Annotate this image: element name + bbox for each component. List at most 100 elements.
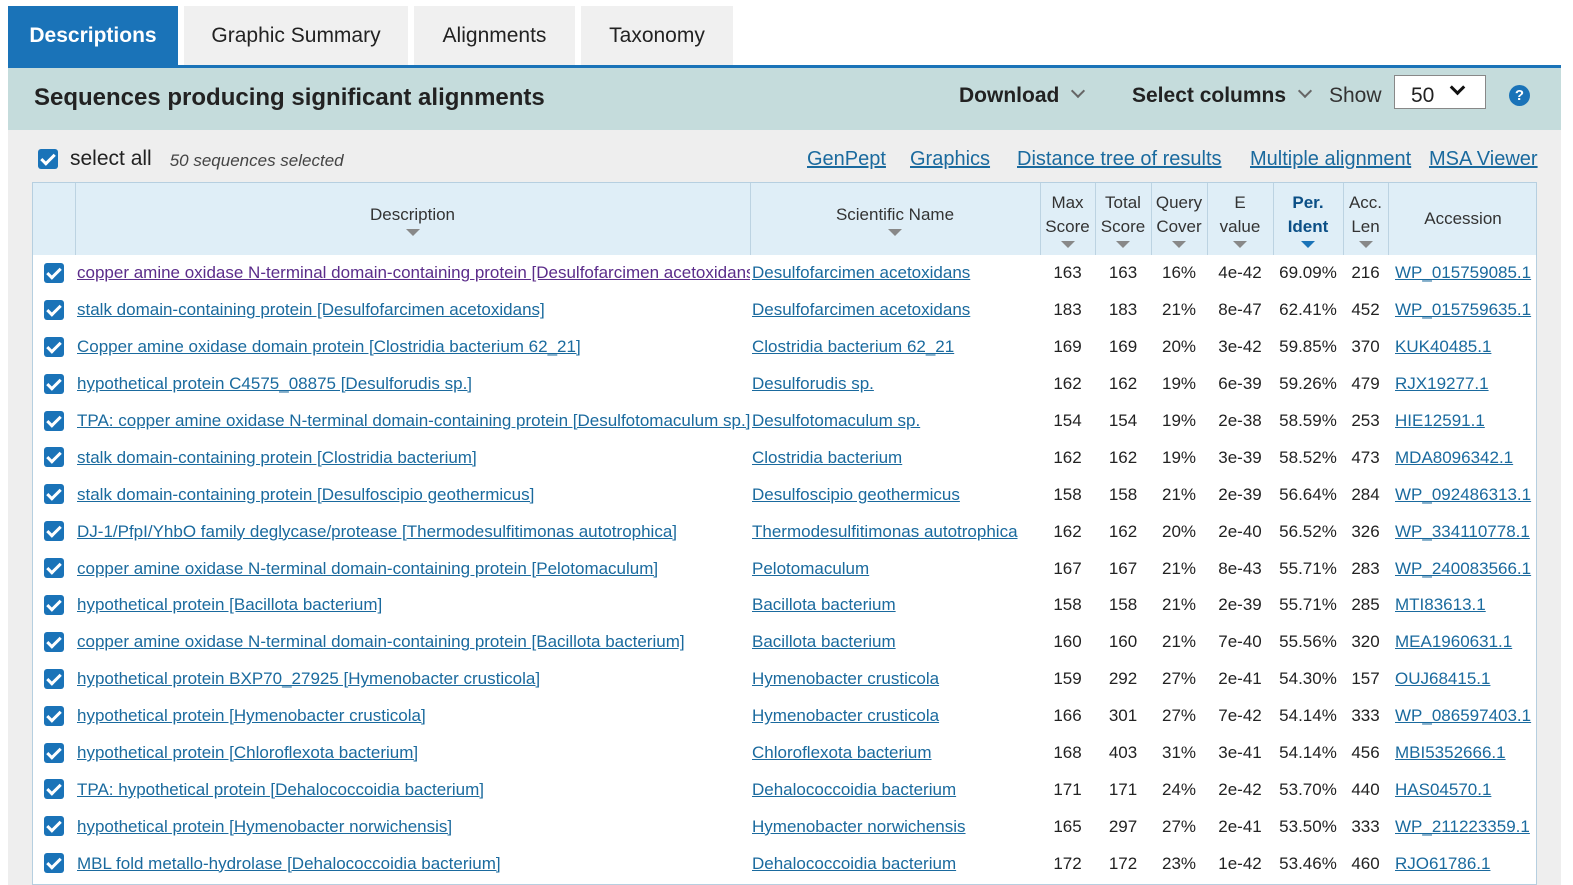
header-max-score[interactable]: Max Score <box>1040 183 1096 255</box>
help-icon[interactable]: ? <box>1509 85 1530 106</box>
row-checkbox[interactable] <box>44 262 64 283</box>
description-link[interactable]: TPA: copper amine oxidase N-terminal dom… <box>77 411 750 430</box>
scientific-name-link[interactable]: Hymenobacter crusticola <box>752 669 940 689</box>
description-link[interactable]: copper amine oxidase N-terminal domain-c… <box>77 263 750 283</box>
scientific-name-link[interactable]: Bacillota bacterium <box>752 595 896 615</box>
accession-link[interactable]: RJO61786.1 <box>1395 853 1491 873</box>
header-acc-len[interactable]: Acc. Len <box>1343 183 1389 255</box>
description-link[interactable]: stalk domain-containing protein [Desulfo… <box>77 300 545 320</box>
accession-link[interactable]: MBI5352666.1 <box>1395 743 1506 763</box>
accession-link[interactable]: OUJ68415.1 <box>1395 669 1491 689</box>
description-link[interactable]: copper amine oxidase N-terminal domain-c… <box>77 632 685 652</box>
row-checkbox[interactable] <box>44 816 64 837</box>
scientific-name-link[interactable]: Clostridia bacterium 62_21 <box>752 337 955 357</box>
msa-viewer-link[interactable]: MSA Viewer <box>1429 148 1538 170</box>
row-checkbox[interactable] <box>44 668 64 689</box>
header-per-ident[interactable]: Per. Ident <box>1273 183 1344 255</box>
row-checkbox[interactable] <box>44 410 64 431</box>
row-checkbox[interactable] <box>44 373 64 394</box>
scientific-name-link[interactable]: Desulforudis sp. <box>752 374 874 394</box>
row-checkbox[interactable] <box>44 336 64 357</box>
description-link[interactable]: Copper amine oxidase domain protein [Clo… <box>77 337 581 357</box>
scientific-name-link[interactable]: Desulfoscipio geothermicus <box>752 484 960 504</box>
description-link[interactable]: stalk domain-containing protein [Clostri… <box>77 447 477 467</box>
distance-tree-link[interactable]: Distance tree of results <box>1017 148 1222 170</box>
e-value-cell: 2e-39 <box>1218 484 1262 504</box>
max-score-cell: 183 <box>1053 300 1082 320</box>
accession-link[interactable]: WP_015759635.1 <box>1395 300 1532 320</box>
row-checkbox[interactable] <box>44 742 64 763</box>
description-link[interactable]: hypothetical protein [Hymenobacter norwi… <box>77 816 453 836</box>
per-ident-cell: 58.52% <box>1279 447 1337 467</box>
genpept-link[interactable]: GenPept <box>807 148 886 170</box>
row-checkbox[interactable] <box>44 779 64 800</box>
accession-link[interactable]: WP_240083566.1 <box>1395 558 1532 578</box>
header-total-score[interactable]: Total Score <box>1095 183 1152 255</box>
header-description[interactable]: Description <box>75 183 751 255</box>
row-checkbox[interactable] <box>44 853 64 874</box>
header-query-cover[interactable]: Query Cover <box>1151 183 1208 255</box>
accession-link[interactable]: WP_211223359.1 <box>1395 816 1530 836</box>
scientific-name-link[interactable]: Hymenobacter crusticola <box>752 706 940 726</box>
row-checkbox[interactable] <box>44 631 64 652</box>
accession-link[interactable]: HIE12591.1 <box>1395 411 1485 430</box>
accession-link[interactable]: WP_015759085.1 <box>1395 263 1532 283</box>
row-checkbox[interactable] <box>44 484 64 505</box>
description-link[interactable]: TPA: hypothetical protein [Dehalococcoid… <box>77 779 484 799</box>
tab-graphic-summary[interactable]: Graphic Summary <box>184 6 408 66</box>
accession-link[interactable]: WP_334110778.1 <box>1395 521 1530 541</box>
tab-descriptions[interactable]: Descriptions <box>8 6 178 66</box>
row-checkbox[interactable] <box>44 558 64 579</box>
acc-len-cell: 216 <box>1351 263 1380 283</box>
accession-link[interactable]: KUK40485.1 <box>1395 337 1492 357</box>
accession-link[interactable]: MDA8096342.1 <box>1395 447 1514 467</box>
row-checkbox[interactable] <box>44 447 64 468</box>
description-link[interactable]: stalk domain-containing protein [Desulfo… <box>77 484 535 504</box>
header-accession[interactable]: Accession <box>1388 183 1536 255</box>
description-link[interactable]: hypothetical protein [Hymenobacter crust… <box>77 706 426 726</box>
scientific-name-link[interactable]: Clostridia bacterium <box>752 447 903 467</box>
description-link[interactable]: hypothetical protein [Bacillota bacteriu… <box>77 595 383 615</box>
description-link[interactable]: hypothetical protein BXP70_27925 [Hymeno… <box>77 669 541 689</box>
scientific-name-link[interactable]: Bacillota bacterium <box>752 632 896 652</box>
scientific-name-link[interactable]: Desulfofarcimen acetoxidans <box>752 263 971 283</box>
multiple-alignment-link[interactable]: Multiple alignment <box>1250 148 1412 170</box>
scientific-name-link[interactable]: Pelotomaculum <box>752 558 870 578</box>
per-ident-cell: 59.85% <box>1279 337 1337 357</box>
description-link[interactable]: copper amine oxidase N-terminal domain-c… <box>77 558 659 578</box>
row-checkbox[interactable] <box>44 594 64 615</box>
e-value-cell: 2e-40 <box>1218 521 1262 541</box>
scientific-name-link[interactable]: Dehalococcoidia bacterium <box>752 853 957 873</box>
accession-link[interactable]: RJX19277.1 <box>1395 374 1489 394</box>
description-link[interactable]: DJ-1/PfpI/YhbO family deglycase/protease… <box>77 521 678 541</box>
accession-link[interactable]: MEA1960631.1 <box>1395 632 1513 652</box>
scientific-name-link[interactable]: Dehalococcoidia bacterium <box>752 779 957 799</box>
row-checkbox[interactable] <box>44 705 64 726</box>
accession-link[interactable]: WP_086597403.1 <box>1395 706 1532 726</box>
description-link[interactable]: MBL fold metallo-hydrolase [Dehalococcoi… <box>77 853 501 873</box>
scientific-name-link[interactable]: Chloroflexota bacterium <box>752 743 932 763</box>
scientific-name-cell: Desulfoscipio geothermicus <box>750 476 1040 513</box>
row-checkbox[interactable] <box>44 521 64 542</box>
tab-alignments[interactable]: Alignments <box>414 6 575 66</box>
graphics-link[interactable]: Graphics <box>910 148 991 170</box>
select-all-checkbox[interactable] <box>38 149 58 169</box>
scientific-name-link[interactable]: Desulfotomaculum sp. <box>752 411 921 430</box>
description-link[interactable]: hypothetical protein C4575_08875 [Desulf… <box>77 374 473 394</box>
header-scientific-name[interactable]: Scientific Name <box>750 183 1041 255</box>
select-columns-dropdown[interactable]: Select columns <box>1132 83 1313 108</box>
select-all-label[interactable]: select all <box>70 147 152 170</box>
accession-link[interactable]: HAS04570.1 <box>1395 779 1492 799</box>
table-row: hypothetical protein BXP70_27925 [Hymeno… <box>33 661 1536 698</box>
tab-taxonomy[interactable]: Taxonomy <box>581 6 733 66</box>
scientific-name-link[interactable]: Thermodesulfitimonas autotrophica <box>752 521 1018 541</box>
row-checkbox[interactable] <box>44 299 64 320</box>
description-link[interactable]: hypothetical protein [Chloroflexota bact… <box>77 743 419 763</box>
download-dropdown[interactable]: Download <box>959 83 1086 108</box>
scientific-name-link[interactable]: Desulfofarcimen acetoxidans <box>752 300 971 320</box>
accession-link[interactable]: MTI83613.1 <box>1395 595 1486 615</box>
accession-link[interactable]: WP_092486313.1 <box>1395 484 1532 504</box>
show-count-select[interactable]: 50 <box>1394 75 1486 109</box>
scientific-name-link[interactable]: Hymenobacter norwichensis <box>752 816 966 836</box>
